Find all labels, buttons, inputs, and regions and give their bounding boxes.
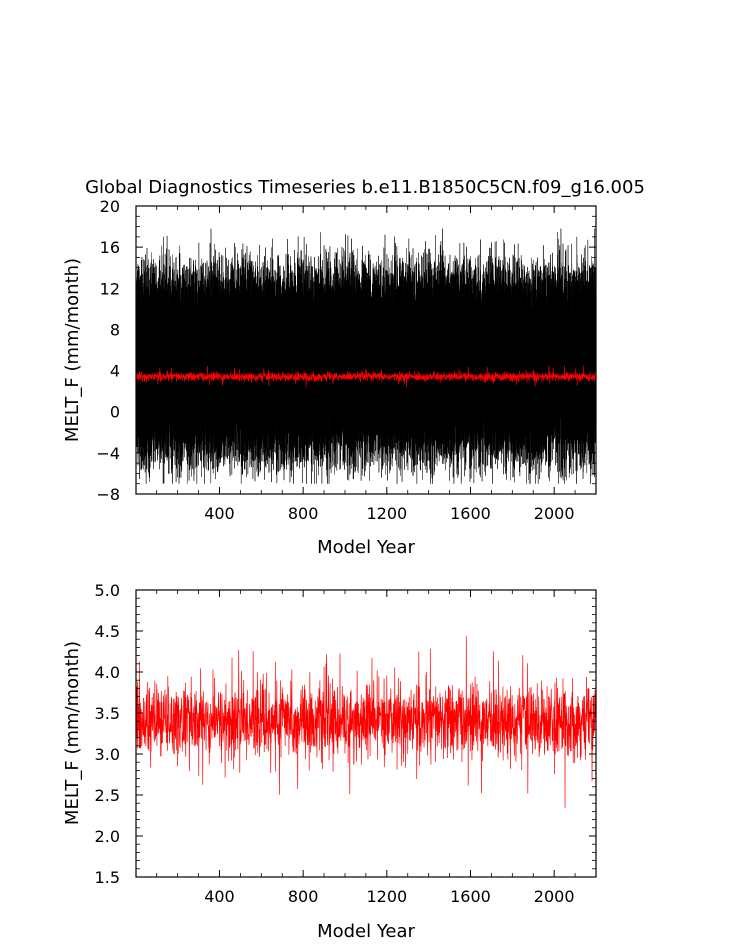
y-axis-label-bottom: MELT_F (mm/month) <box>62 641 83 825</box>
y-tick-label: 0 <box>110 403 120 422</box>
series-line-1-0 <box>135 636 597 808</box>
series-line-0-0 <box>135 228 597 484</box>
x-axis-label-top: Model Year <box>317 537 415 558</box>
y-tick-label: −4 <box>96 444 120 463</box>
x-tick-label: 1200 <box>366 504 407 523</box>
series-layer-top <box>135 228 597 484</box>
y-tick-label: 3.0 <box>95 745 120 764</box>
y-tick-label: 3.5 <box>95 704 120 723</box>
y-tick-label: 16 <box>100 238 120 257</box>
y-tick-label: 4.0 <box>95 663 120 682</box>
chart-bottom: 400 800 1200 1600 2000 1.5 2.0 2.5 3.0 3.5 4.0 4.5 5… <box>62 581 597 942</box>
x-tick-label: 400 <box>204 887 235 906</box>
figure-title: Global Diagnostics Timeseries b.e11.B185… <box>85 177 645 198</box>
x-tick-label: 1600 <box>450 887 491 906</box>
y-tick-label: −8 <box>96 485 120 504</box>
ticks-top: 400 800 1200 1600 2000 −8 −4 0 4 8 12 16 20 <box>96 197 596 523</box>
x-tick-label: 2000 <box>534 504 575 523</box>
x-tick-label: 800 <box>288 504 319 523</box>
y-tick-label: 20 <box>100 197 120 216</box>
y-tick-label: 2.5 <box>95 786 120 805</box>
x-tick-label: 800 <box>288 887 319 906</box>
x-tick-label: 2000 <box>534 887 575 906</box>
y-tick-label: 2.0 <box>95 827 120 846</box>
x-tick-label: 1600 <box>450 504 491 523</box>
x-tick-label: 1200 <box>366 887 407 906</box>
x-tick-label: 400 <box>204 504 235 523</box>
y-tick-label: 8 <box>110 320 120 339</box>
series-line-0-1 <box>135 365 597 388</box>
series-layer-bottom <box>135 636 597 808</box>
ticks-bottom: 400 800 1200 1600 2000 1.5 2.0 2.5 3.0 3.5 4.0 4.5 5… <box>95 581 596 906</box>
y-tick-label: 4.5 <box>95 622 120 641</box>
y-tick-label: 1.5 <box>95 868 120 887</box>
y-axis-label-top: MELT_F (mm/month) <box>62 258 83 442</box>
y-tick-label: 12 <box>100 279 120 298</box>
chart-top: 400 800 1200 1600 2000 −8 −4 0 4 8 12 16 20 Model Ye… <box>62 197 597 558</box>
y-tick-label: 5.0 <box>95 581 120 600</box>
y-tick-label: 4 <box>110 362 120 381</box>
x-axis-label-bottom: Model Year <box>317 921 415 942</box>
